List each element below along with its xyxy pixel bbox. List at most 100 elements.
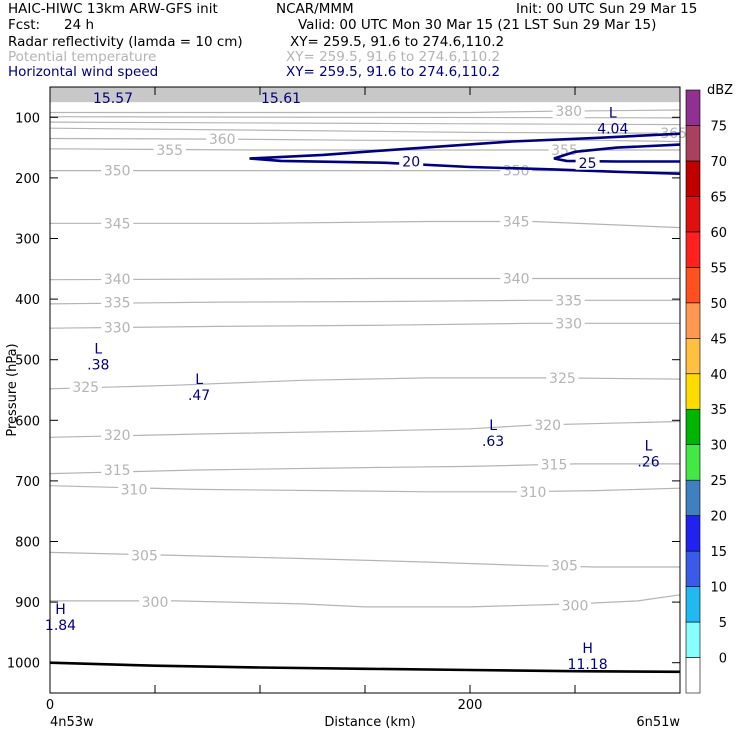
colorbar-level-label: 75: [710, 119, 727, 134]
theta-label-bg: [531, 417, 564, 433]
theta-label: 380: [555, 104, 582, 120]
valid-time: Valid: 00 UTC Mon 30 Mar 15 (21 LST Sun …: [298, 17, 657, 33]
colorbar-segment: [685, 479, 701, 516]
x-tick-label: 200: [458, 698, 483, 713]
theta-contour-345: [50, 220, 681, 229]
theta-label-bg: [101, 294, 134, 310]
theta-label: 355: [156, 143, 183, 159]
colorbar-level-label: 60: [710, 226, 727, 241]
theta-contour-305: [49, 551, 680, 568]
forecast-hours: 24 h: [64, 17, 95, 33]
y-tick-label: 300: [15, 233, 40, 248]
extremum-symbol: L: [94, 342, 102, 358]
extremum-value: 11.18: [568, 657, 608, 673]
top-value-label: 15.61: [261, 91, 301, 107]
theta-label-bg: [552, 103, 585, 119]
extremum-symbol: H: [55, 602, 66, 618]
theta-label-bg: [101, 461, 134, 477]
left-endpoint-label: 4n53w: [50, 715, 94, 730]
theta-label-bg: [139, 594, 171, 610]
theta-label: 335: [104, 296, 131, 312]
colorbar-title: dBZ: [707, 83, 733, 98]
theta-contour-365: [49, 127, 680, 134]
theta-label: 340: [104, 272, 131, 288]
surface-pressure-line: [49, 661, 681, 674]
theta-label-bg: [118, 481, 150, 497]
theta-contour-300: [50, 594, 681, 608]
theta-label: 325: [549, 371, 576, 387]
extremum-value: .26: [637, 455, 659, 471]
colorbar-segment: [685, 444, 701, 481]
theta-label-bg: [517, 483, 549, 499]
extremum-value: .47: [188, 388, 210, 404]
theta-label: 355: [551, 143, 578, 159]
colorbar-segment: [685, 337, 701, 375]
y-tick-label: 600: [15, 414, 40, 429]
theta-label: 350: [503, 164, 530, 180]
theta-label: 360: [209, 132, 236, 148]
theta-contour-360: [49, 137, 681, 143]
theta-label-bg: [500, 213, 533, 229]
colorbar-level-label: 30: [710, 439, 727, 454]
theta-contour-330: [49, 322, 680, 329]
theta-contour-380: [50, 109, 681, 114]
field-theta-xy: XY= 259.5, 91.6 to 274.6,110.2: [286, 49, 501, 65]
theta-label: 320: [534, 418, 561, 434]
extremum-symbol: L: [489, 418, 497, 434]
x-tick-label: 0: [46, 698, 54, 713]
colorbar-level-label: 20: [710, 510, 727, 525]
colorbar-level-label: 25: [710, 474, 727, 489]
y-tick-label: 700: [15, 475, 40, 490]
colorbar-segment: [685, 160, 701, 197]
theta-label-bg: [101, 271, 134, 287]
theta-label: 350: [104, 164, 131, 180]
extremum-symbol: L: [645, 439, 653, 455]
extremum-value: 1.84: [45, 618, 76, 634]
colorbar-segment: [685, 89, 701, 126]
theta-contour-375: [49, 116, 681, 119]
theta-contour-310: [49, 485, 681, 493]
colorbar-segment: [685, 621, 701, 658]
theta-label-bg: [69, 378, 102, 394]
colorbar-segment: [685, 657, 701, 694]
colorbar-level-label: 0: [719, 652, 727, 667]
colorbar-level-label: 40: [710, 368, 727, 383]
theta-label-bg: [101, 426, 134, 442]
y-tick-label: 200: [15, 172, 40, 187]
extremum-value: 4.04: [597, 121, 628, 137]
colorbar-segment: [685, 408, 701, 446]
theta-label-bg: [548, 557, 581, 573]
colorbar-segment: [685, 231, 701, 268]
theta-label: 330: [555, 316, 582, 332]
theta-label: 300: [562, 599, 589, 615]
theta-label: 340: [503, 271, 530, 287]
theta-contour-320: [49, 420, 681, 438]
theta-label: 310: [121, 482, 148, 498]
y-tick-label: 400: [15, 293, 40, 308]
theta-contour-315: [49, 463, 680, 475]
theta-label-bg: [552, 315, 585, 331]
colorbar-segment: [685, 586, 701, 623]
y-tick-label: 500: [15, 354, 40, 369]
y-tick-label: 900: [15, 596, 40, 611]
colorbar-segment: [685, 550, 701, 587]
theta-label: 345: [503, 215, 530, 231]
wind-label-bg: [399, 153, 424, 169]
theta-label-bg: [538, 456, 570, 472]
wind-label: 20: [402, 155, 420, 171]
theta-label-bg: [128, 547, 161, 563]
field-wind-name: Horizontal wind speed: [8, 64, 159, 80]
init-time: Init: 00 UTC Sun 29 Mar 15: [516, 1, 698, 17]
theta-label: 305: [131, 548, 158, 564]
colorbar-segment: [685, 373, 701, 410]
y-tick-label: 1000: [7, 657, 40, 672]
org-label: NCAR/MMM: [276, 1, 354, 17]
colorbar-segment: [685, 267, 701, 304]
extremum-symbol: H: [582, 641, 593, 657]
theta-label-bg: [101, 319, 134, 335]
colorbar-level-label: 10: [710, 581, 727, 596]
colorbar-level-label: 55: [710, 261, 727, 276]
theta-label: 310: [520, 485, 547, 501]
theta-label-bg: [500, 162, 533, 178]
